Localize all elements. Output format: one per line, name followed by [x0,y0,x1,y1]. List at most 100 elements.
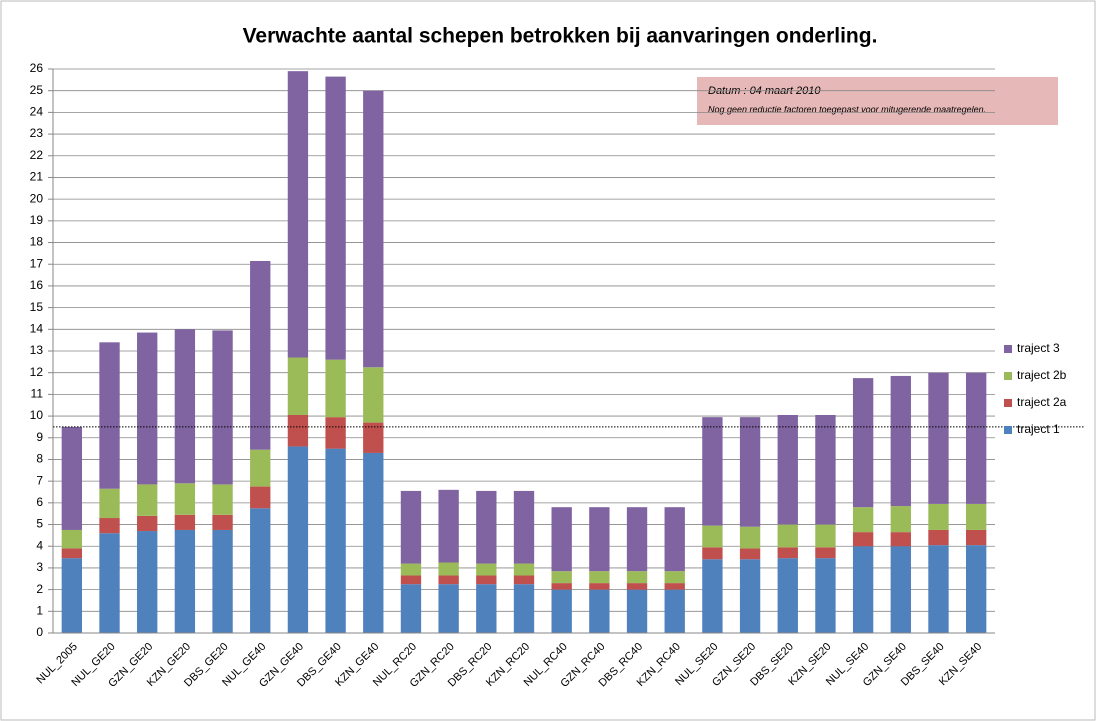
bar-segment [287,357,309,415]
bar-segment [250,260,271,450]
bar-segment [890,532,911,547]
bar-segment [815,558,836,633]
bar-segment [551,589,572,633]
y-tick-label: 7 [36,473,43,487]
bar-segment [363,452,384,633]
y-tick-label: 17 [30,256,44,270]
bar-segment [664,571,685,584]
bar-segment [965,503,987,530]
bar-segment [476,563,497,576]
bar-segment [739,548,761,560]
bar-segment [777,414,798,525]
y-tick-label: 5 [36,517,43,531]
y-tick-label: 9 [36,430,43,444]
bar-segment [438,562,459,576]
bar-segment [551,571,572,584]
bar-segment [99,518,120,534]
y-tick-label: 24 [30,105,44,119]
bar-segment [852,378,874,508]
bar-segment [852,546,874,633]
bar-segment [739,526,761,549]
bar-segment [589,507,610,572]
bar-segment [325,448,346,633]
bar-segment [137,484,158,516]
bar-segment [815,524,836,548]
y-tick-label: 2 [36,582,43,596]
bar-segment [928,545,949,633]
bar-segment [928,372,949,504]
y-tick-label: 4 [36,538,43,552]
bar-segment [363,90,384,368]
bar-segment [250,508,271,633]
bar-segment [852,532,874,547]
bar-segment [174,514,196,530]
bar-segment [400,490,422,564]
bar-segment [325,76,346,360]
y-tick-label: 3 [36,560,43,574]
bar-segment [250,449,271,487]
bar-segment [965,372,987,504]
bar-segment [325,359,346,418]
annotation: Nog geen reductie factoren toegepast voo… [708,104,986,114]
bar-segment [928,503,949,530]
y-tick-label: 10 [30,408,44,422]
chart-title: Verwachte aantal schepen betrokken bij a… [243,25,878,48]
bar-segment [664,583,685,590]
bar-segment [287,446,309,633]
bar-segment [212,484,233,515]
bar-segment [438,575,459,585]
bar-segment [739,559,761,633]
y-tick-label: 13 [30,343,44,357]
bar-segment [363,367,384,423]
bar-segment [702,547,723,560]
y-tick-label: 16 [30,278,44,292]
y-tick-label: 20 [30,191,44,205]
bar-segment [476,575,497,585]
bar-segment [702,525,723,548]
bar-segment [815,547,836,559]
bar-segment [61,529,83,549]
annotation-box [697,77,1058,125]
bar-segment [852,507,874,533]
bar-segment [626,589,648,633]
bar-segment [626,507,648,572]
bar-segment [212,529,233,633]
bar-segment [513,575,535,585]
bar-segment [664,507,685,572]
bar-segment [287,71,309,358]
legend-swatch [1004,345,1012,353]
y-tick-label: 19 [30,213,44,227]
bar-segment [965,529,987,546]
bar-segment [212,330,233,485]
bar-segment [551,583,572,590]
bar-segment [702,559,723,633]
bar-segment [890,546,911,633]
bar-segment [928,529,949,546]
bar-segment [890,506,911,533]
bar-segment [61,426,83,530]
bar-segment [815,414,836,525]
y-tick-label: 0 [36,625,43,639]
y-tick-label: 25 [30,83,44,97]
bar-segment [438,489,459,563]
legend-swatch [1004,399,1012,407]
bar-segment [664,589,685,633]
bar-segment [890,375,911,507]
y-tick-label: 26 [30,61,44,75]
bar-segment [739,417,761,527]
bar-segment [476,490,497,564]
bar-segment [99,342,120,489]
bar-segment [589,589,610,633]
y-tick-label: 6 [36,495,43,509]
bar-segment [61,548,83,559]
bar-segment [400,575,422,585]
bar-segment [137,332,158,485]
bar-segment [777,558,798,633]
bar-segment [99,488,120,519]
bar-segment [325,417,346,449]
legend-label: traject 3 [1017,341,1060,355]
bar-segment [400,563,422,576]
legend-label: traject 1 [1017,422,1060,436]
bar-segment [174,529,196,633]
